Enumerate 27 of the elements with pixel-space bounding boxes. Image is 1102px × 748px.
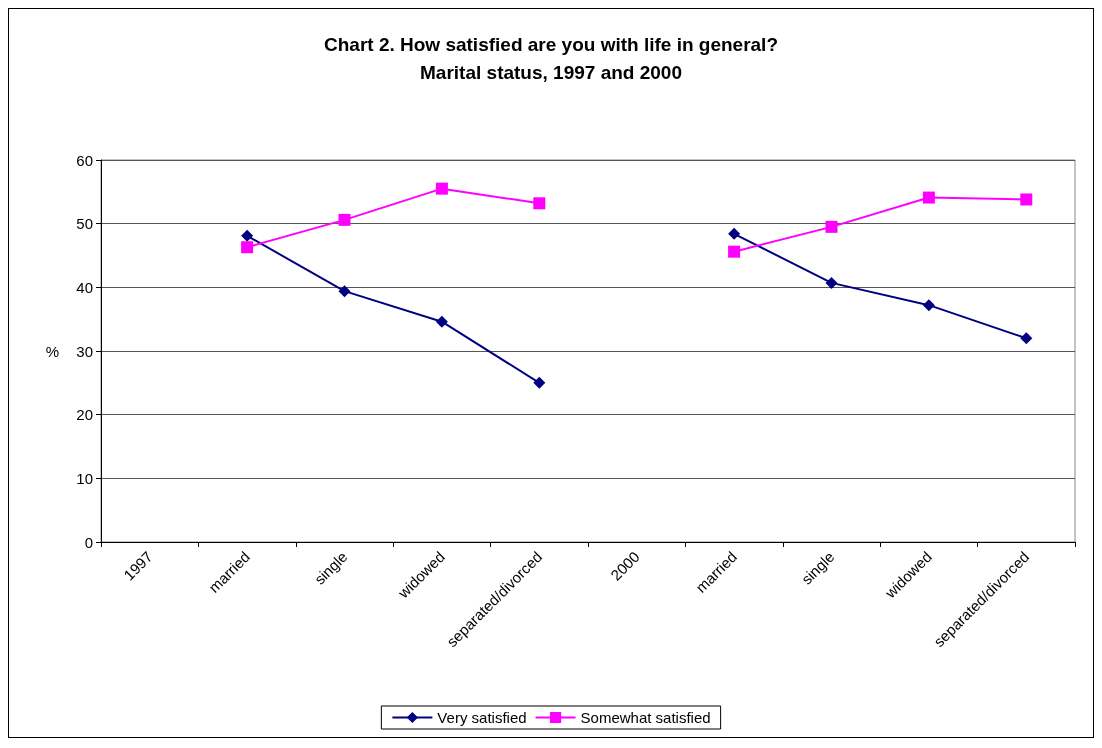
point	[728, 227, 741, 240]
point	[435, 182, 448, 195]
point	[728, 245, 741, 258]
y-tick-label: 0	[84, 533, 93, 551]
y-tick-label: 40	[76, 278, 93, 296]
y-tick-label: 10	[76, 469, 93, 487]
y-axis-title: %	[45, 342, 59, 360]
y-tick-label: 30	[76, 342, 93, 360]
chart-title: Chart 2. How satisfied are you with life in general? Marital status, 1997 and 2000	[324, 33, 778, 83]
point	[1020, 332, 1033, 345]
y-tick-label: 50	[76, 215, 93, 233]
y-tick-label: 60	[76, 151, 93, 169]
point	[1020, 193, 1033, 206]
y-tick-label: 20	[76, 406, 93, 424]
point	[825, 276, 838, 289]
point	[338, 285, 351, 298]
point	[241, 229, 254, 242]
legend-label: Very satisfied	[437, 709, 527, 726]
point	[533, 376, 546, 389]
point	[922, 191, 935, 204]
point	[533, 197, 546, 210]
legend-label: Somewhat satisfied	[580, 709, 711, 726]
point	[241, 241, 254, 254]
point	[338, 213, 351, 226]
point	[922, 299, 935, 312]
point	[825, 220, 838, 233]
point	[435, 315, 448, 328]
